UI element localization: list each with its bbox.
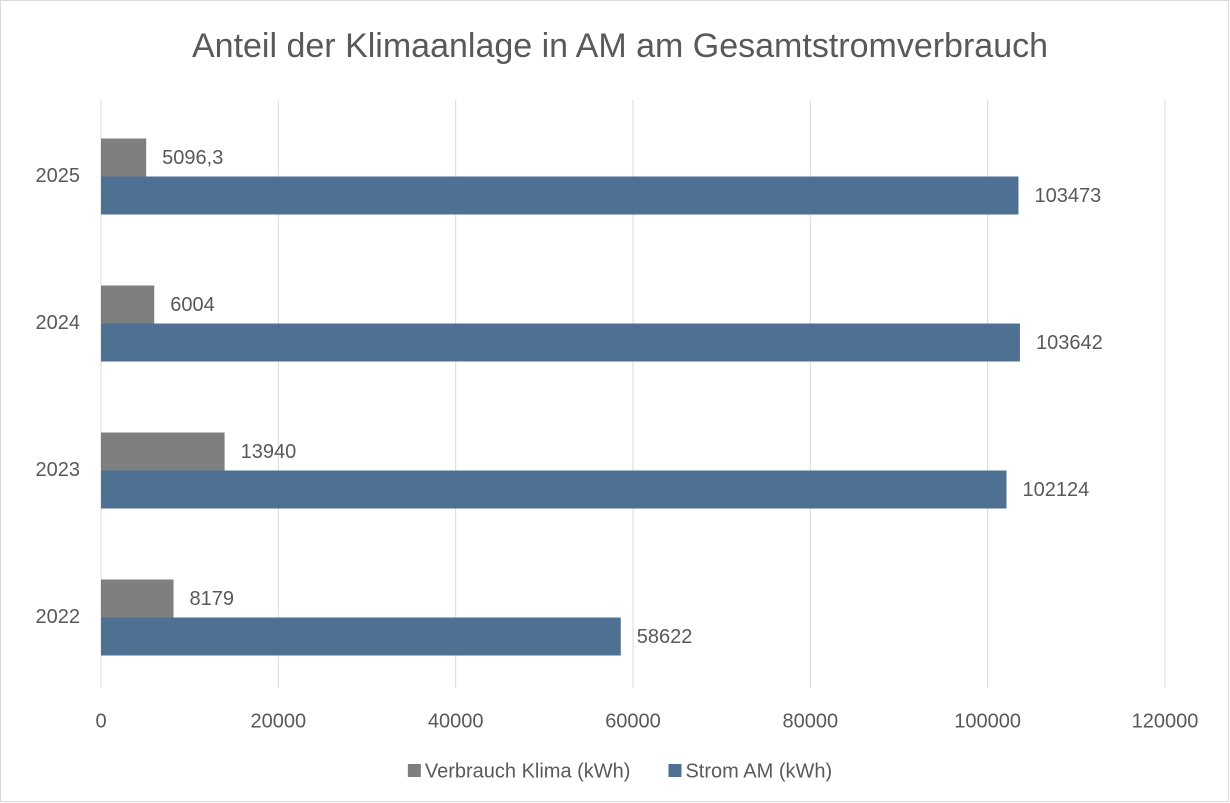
data-label: 102124 xyxy=(1022,479,1089,501)
bar xyxy=(101,432,225,471)
x-tick-label: 120000 xyxy=(1132,710,1199,732)
y-tick-label: 2023 xyxy=(36,459,81,481)
bar xyxy=(101,285,155,324)
x-tick-label: 60000 xyxy=(605,710,661,732)
x-tick-label: 20000 xyxy=(251,710,307,732)
legend-swatch xyxy=(668,764,682,777)
legend-swatch xyxy=(407,764,421,777)
legend-label: Strom AM (kWh) xyxy=(685,760,832,782)
data-label: 6004 xyxy=(170,294,215,316)
bar xyxy=(101,617,621,656)
data-label: 13940 xyxy=(241,441,297,463)
bar xyxy=(101,579,174,618)
x-tick-label: 80000 xyxy=(783,710,839,732)
legend-label: Verbrauch Klima (kWh) xyxy=(425,760,631,782)
chart-title: Anteil der Klimaanlage in AM am Gesamtst… xyxy=(192,27,1048,65)
data-label: 8179 xyxy=(190,588,235,610)
bar xyxy=(101,176,1019,215)
data-label: 5096,3 xyxy=(162,147,223,169)
y-tick-label: 2025 xyxy=(36,165,81,187)
data-label: 103642 xyxy=(1036,332,1103,354)
bar xyxy=(101,138,147,177)
bar xyxy=(101,323,1020,362)
data-label: 58622 xyxy=(637,626,693,648)
data-label: 103473 xyxy=(1034,185,1101,207)
x-tick-label: 40000 xyxy=(428,710,484,732)
y-tick-label: 2024 xyxy=(36,312,81,334)
bar xyxy=(101,470,1007,509)
x-tick-label: 0 xyxy=(95,710,106,732)
x-tick-label: 100000 xyxy=(954,710,1021,732)
y-tick-label: 2022 xyxy=(36,606,81,628)
